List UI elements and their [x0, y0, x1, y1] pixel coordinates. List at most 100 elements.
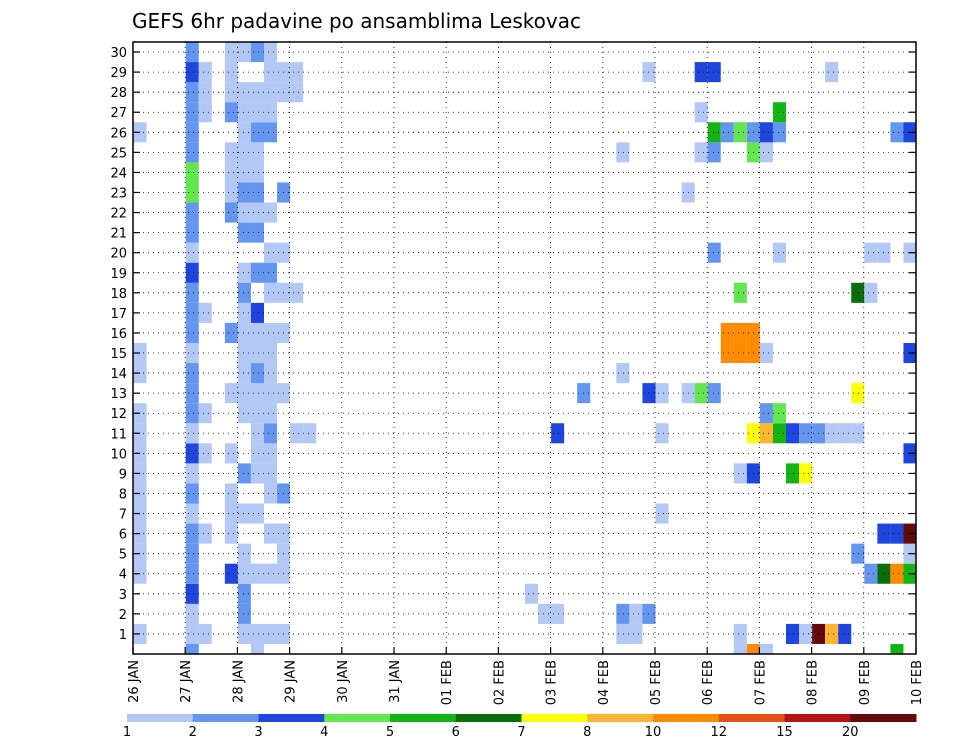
heatmap-cell: [799, 623, 813, 644]
y-tick-label: 10: [110, 447, 127, 462]
colorbar-label: 15: [776, 725, 793, 740]
heatmap-cell: [185, 222, 199, 243]
heatmap-cell: [224, 503, 238, 524]
heatmap-cell: [237, 282, 251, 303]
heatmap-cell: [772, 403, 786, 424]
heatmap-cell: [237, 322, 251, 343]
heatmap-cell: [733, 623, 747, 644]
heatmap-cell: [629, 623, 643, 644]
heatmap-cell: [185, 262, 199, 283]
y-tick-label: 9: [119, 467, 127, 482]
heatmap-cell: [864, 282, 878, 303]
heatmap-cell: [538, 603, 552, 624]
heatmap-cell: [237, 463, 251, 484]
colorbar-label: 6: [452, 725, 460, 740]
heatmap-cell: [250, 363, 264, 384]
heatmap-cell: [185, 282, 199, 303]
heatmap-cell: [825, 62, 839, 83]
heatmap-cell: [733, 342, 747, 364]
heatmap-cell: [264, 282, 278, 303]
heatmap-cell: [133, 423, 147, 444]
heatmap-cell: [707, 122, 721, 143]
heatmap-cell: [237, 583, 251, 604]
colorbar-label: 20: [842, 725, 859, 740]
heatmap-cell: [237, 182, 251, 203]
colorbar-label: 12: [710, 725, 727, 740]
x-tick-label: 27 JAN: [179, 660, 194, 703]
colorbar-swatch: [653, 714, 720, 722]
heatmap-cell: [264, 623, 278, 644]
heatmap-cell: [629, 603, 643, 624]
x-tick-label: 10 FEB: [910, 660, 925, 705]
heatmap-cell: [237, 623, 251, 644]
heatmap-cell: [264, 443, 278, 464]
heatmap-cell: [133, 463, 147, 484]
x-tick-label: 06 FEB: [701, 660, 716, 705]
heatmap-cell: [224, 443, 238, 464]
heatmap-cell: [551, 603, 565, 624]
colorbar-label: 7: [517, 725, 525, 740]
colorbar-swatch: [455, 714, 522, 722]
colorbar-swatch: [390, 714, 457, 722]
heatmap-cell: [224, 202, 238, 223]
heatmap-cell: [185, 463, 199, 484]
colorbar: 1 2 3 4 5 6 7 8 10 12 15 20: [123, 714, 917, 740]
colorbar-swatch: [850, 714, 917, 722]
heatmap-cell: [237, 222, 251, 243]
heatmap-cell: [851, 543, 865, 564]
heatmap-cell: [655, 503, 669, 524]
heatmap-cell: [264, 122, 278, 143]
heatmap-cell: [772, 122, 786, 143]
heatmap-cell: [786, 463, 800, 484]
heatmap-cell: [250, 302, 264, 323]
heatmap-cell: [198, 62, 212, 83]
y-tick-label: 24: [110, 166, 127, 181]
x-tick-label: 01 FEB: [440, 660, 455, 705]
heatmap-cell: [838, 423, 852, 444]
heatmap-cell: [224, 162, 238, 183]
heatmap-cell: [133, 443, 147, 464]
colorbar-label: 1: [123, 725, 131, 740]
heatmap-cell: [264, 403, 278, 424]
x-tick-label: 28 JAN: [231, 660, 246, 703]
heatmap-cell: [250, 503, 264, 524]
heatmap-cell: [707, 62, 721, 83]
heatmap-cell: [799, 423, 813, 444]
y-tick-label: 20: [110, 247, 127, 262]
heatmap-cell: [224, 322, 238, 343]
heatmap-cell: [198, 102, 212, 123]
heatmap-cell: [772, 242, 786, 263]
heatmap-cell: [185, 583, 199, 604]
heatmap-cell: [264, 563, 278, 584]
heatmap-cell: [264, 383, 278, 404]
heatmap-cell: [720, 122, 734, 143]
heatmap-cell: [890, 643, 904, 654]
heatmap-cell: [198, 302, 212, 323]
heatmap-cell: [694, 383, 708, 404]
heatmap-cell: [890, 563, 904, 584]
heatmap-cell: [772, 102, 786, 123]
heatmap-cell: [264, 423, 278, 444]
heatmap-cell: [224, 383, 238, 404]
y-tick-label: 5: [119, 548, 127, 563]
colorbar-swatch: [258, 714, 325, 722]
heatmap-cell: [185, 302, 199, 323]
heatmap-cell: [237, 543, 251, 564]
heatmap-cell: [185, 363, 199, 384]
heatmap-cell: [185, 322, 199, 343]
heatmap-cell: [707, 383, 721, 404]
heatmap-cell: [551, 423, 565, 444]
heatmap-cell: [720, 322, 734, 343]
heatmap-cell: [864, 242, 878, 263]
heatmap-cell: [133, 563, 147, 584]
heatmap-cell: [759, 423, 773, 444]
heatmap-cell: [237, 102, 251, 123]
heatmap-cell: [237, 162, 251, 183]
heatmap-cell: [250, 182, 264, 203]
heatmap-cell: [264, 463, 278, 484]
y-tick-label: 11: [110, 427, 127, 442]
heatmap-cell: [851, 383, 865, 404]
heatmap-cell: [759, 122, 773, 143]
heatmap-cell: [185, 142, 199, 163]
heatmap-cell: [786, 623, 800, 644]
